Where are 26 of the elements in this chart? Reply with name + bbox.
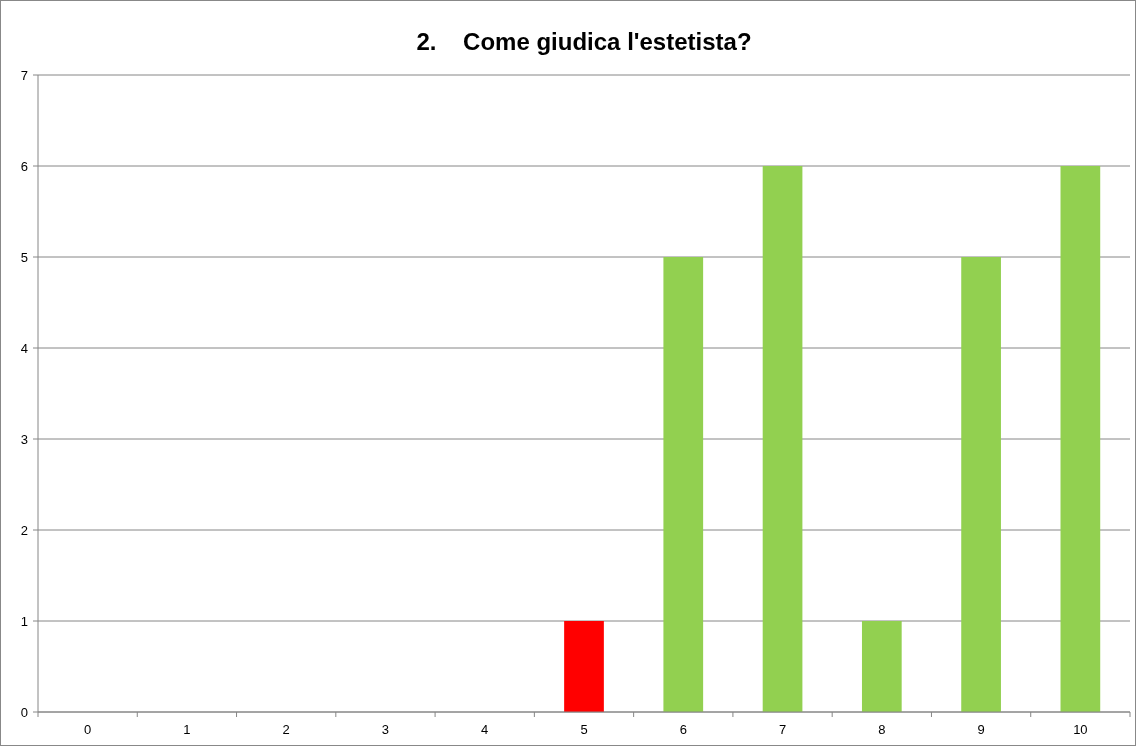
x-tick-label: 2 — [282, 722, 290, 737]
x-tick-label: 8 — [878, 722, 886, 737]
bar — [1060, 166, 1101, 712]
y-tick-label: 7 — [20, 67, 28, 83]
y-tick-label: 1 — [20, 613, 28, 629]
bar — [663, 257, 704, 712]
y-tick-label: 5 — [20, 249, 28, 265]
y-tick-label: 4 — [20, 340, 28, 356]
chart-title: 2. Come giudica l'estetista? — [416, 28, 752, 55]
y-tick-label: 2 — [20, 522, 28, 538]
y-tick-label: 0 — [20, 704, 28, 720]
bar — [762, 166, 803, 712]
bar — [961, 257, 1001, 712]
y-tick-label: 3 — [20, 431, 28, 447]
x-tick-label: 9 — [977, 722, 985, 737]
x-tick-label: 1 — [183, 722, 191, 737]
bar — [861, 621, 902, 712]
bar — [564, 621, 604, 712]
x-tick-label: 6 — [679, 722, 687, 737]
y-tick-label: 6 — [20, 158, 28, 174]
x-tick-label: 10 — [1073, 722, 1088, 737]
x-tick-label: 5 — [580, 722, 588, 737]
x-tick-label: 7 — [778, 722, 787, 737]
x-tick-label: 0 — [84, 722, 92, 737]
x-tick-label: 3 — [381, 722, 390, 737]
x-tick-label: 4 — [481, 722, 489, 737]
